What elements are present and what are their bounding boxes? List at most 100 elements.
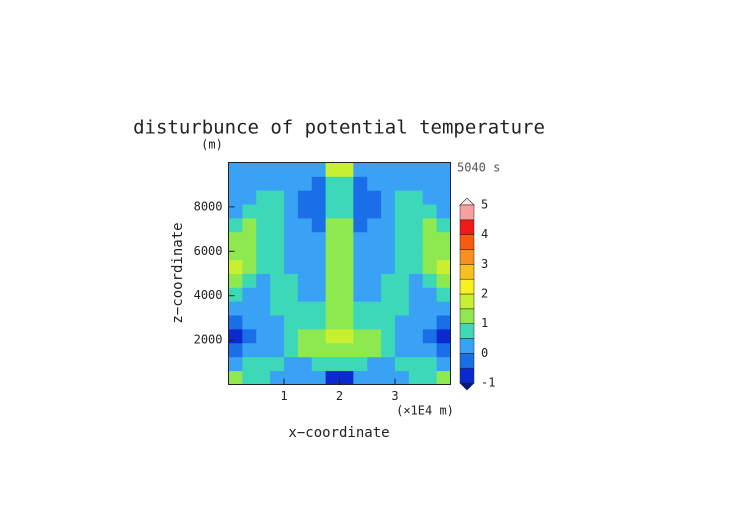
contour-cell bbox=[297, 218, 313, 233]
contour-cell bbox=[422, 287, 438, 302]
contour-cell bbox=[325, 315, 340, 330]
contour-cell bbox=[228, 329, 243, 344]
contour-cell bbox=[422, 259, 438, 274]
contour-cell bbox=[422, 273, 438, 288]
y-tick-label: 6000 bbox=[194, 244, 223, 258]
contour-cell bbox=[381, 204, 396, 219]
contour-cell bbox=[408, 329, 424, 344]
contour-cell bbox=[284, 301, 299, 316]
contour-cell bbox=[353, 273, 368, 288]
contour-cell bbox=[339, 245, 354, 261]
contour-cell bbox=[367, 176, 382, 191]
contour-cell bbox=[242, 273, 257, 288]
contour-cell bbox=[367, 162, 382, 177]
contour-cell bbox=[408, 273, 424, 288]
contour-cell bbox=[325, 176, 340, 191]
contour-cell bbox=[367, 245, 382, 261]
contour-cell bbox=[256, 259, 271, 274]
contour-cell bbox=[325, 329, 340, 344]
contour-cell bbox=[353, 162, 368, 177]
contour-cell bbox=[422, 245, 438, 261]
contour-cell bbox=[353, 301, 368, 316]
y-tick-label: 8000 bbox=[194, 199, 223, 213]
colorbar-tick-label: 1 bbox=[481, 316, 488, 330]
contour-cell bbox=[297, 162, 313, 177]
contour-cell bbox=[436, 245, 451, 261]
contour-cell bbox=[228, 342, 243, 358]
colorbar-segment bbox=[459, 353, 475, 369]
contour-cell bbox=[353, 370, 368, 385]
contour-cell bbox=[436, 370, 451, 385]
contour-cell bbox=[353, 356, 368, 372]
contour-cell bbox=[242, 245, 257, 261]
contour-cell bbox=[242, 370, 257, 385]
contour-cell bbox=[284, 356, 299, 372]
contour-cell bbox=[270, 370, 285, 385]
colorbar-tick-label: 4 bbox=[481, 227, 488, 241]
contour-cell bbox=[436, 287, 451, 302]
contour-cell bbox=[325, 342, 340, 358]
contour-cell bbox=[367, 190, 382, 205]
contour-cell bbox=[242, 259, 257, 274]
contour-cell bbox=[256, 231, 271, 247]
contour-cell bbox=[367, 370, 382, 385]
contour-cell bbox=[325, 370, 340, 385]
contour-cell bbox=[381, 231, 396, 247]
contour-cell bbox=[339, 259, 354, 274]
contour-cell bbox=[325, 218, 340, 233]
contour-cell bbox=[339, 176, 354, 191]
contour-cell bbox=[395, 273, 410, 288]
contour-cell bbox=[436, 356, 451, 372]
chart-title: disturbunce of potential temperature bbox=[133, 117, 545, 139]
contour-cell bbox=[242, 301, 257, 316]
contour-cell bbox=[408, 259, 424, 274]
contour-cell bbox=[228, 231, 243, 247]
y-axis-label: z−coordinate bbox=[170, 222, 186, 323]
contour-cell bbox=[395, 218, 410, 233]
contour-cell bbox=[381, 176, 396, 191]
colorbar-segment bbox=[459, 234, 475, 250]
colorbar-tick-label: 3 bbox=[481, 257, 488, 271]
contour-cell bbox=[408, 190, 424, 205]
contour-cell bbox=[270, 162, 285, 177]
contour-cell bbox=[228, 245, 243, 261]
contour-cell bbox=[325, 301, 340, 316]
contour-cell bbox=[395, 162, 410, 177]
contour-cell bbox=[339, 190, 354, 205]
x-tick-label: 3 bbox=[391, 389, 398, 403]
contour-cell bbox=[325, 162, 340, 177]
contour-cell bbox=[381, 356, 396, 372]
contour-cell bbox=[395, 231, 410, 247]
contour-cell bbox=[297, 356, 313, 372]
contour-cell bbox=[270, 190, 285, 205]
contour-cell bbox=[284, 287, 299, 302]
colorbar-segment bbox=[459, 338, 475, 354]
contour-cell bbox=[228, 218, 243, 233]
contour-cell bbox=[311, 315, 327, 330]
contour-cell bbox=[242, 162, 257, 177]
contour-cell bbox=[256, 204, 271, 219]
contour-cell bbox=[228, 370, 243, 385]
y-tick-label: 4000 bbox=[194, 288, 223, 302]
contour-cell bbox=[228, 259, 243, 274]
contour-cell bbox=[367, 342, 382, 358]
contour-cell bbox=[270, 176, 285, 191]
contour-cell bbox=[270, 218, 285, 233]
contour-cell bbox=[381, 259, 396, 274]
contour-cell bbox=[311, 231, 327, 247]
contour-cell bbox=[381, 301, 396, 316]
colorbar-tick-label: 0 bbox=[481, 346, 488, 360]
contour-cell bbox=[228, 273, 243, 288]
contour-cell bbox=[242, 287, 257, 302]
contour-cell bbox=[284, 231, 299, 247]
contour-cell bbox=[395, 301, 410, 316]
contour-cell bbox=[353, 287, 368, 302]
contour-cell bbox=[381, 329, 396, 344]
contour-cell bbox=[284, 259, 299, 274]
contour-cell bbox=[284, 315, 299, 330]
contour-cell bbox=[422, 190, 438, 205]
contour-cell bbox=[436, 218, 451, 233]
contour-cell bbox=[422, 315, 438, 330]
contour-cell bbox=[408, 162, 424, 177]
colorbar-segment bbox=[459, 308, 475, 324]
